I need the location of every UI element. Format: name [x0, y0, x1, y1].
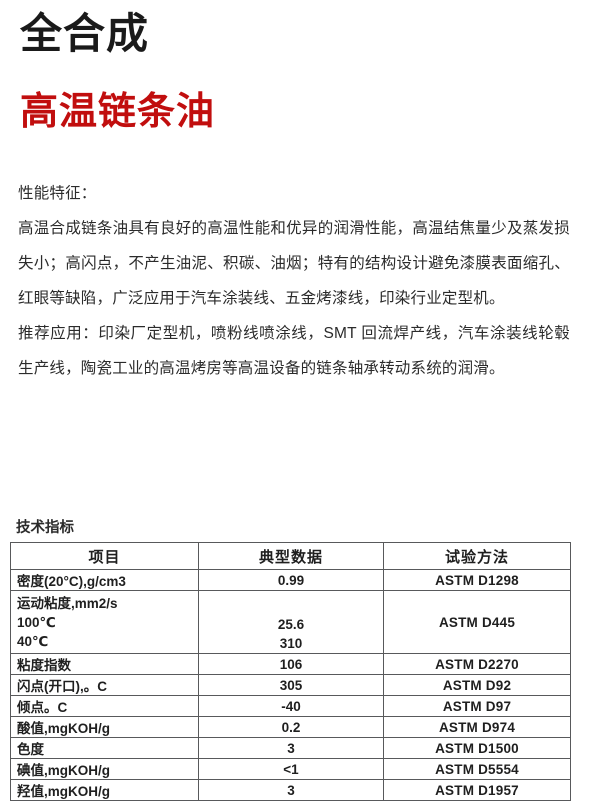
table-row: 碘值,mgKOH/g <1 ASTM D5554 — [10, 758, 571, 780]
table-header-row: 项目 典型数据 试验方法 — [10, 542, 571, 570]
table-row: 密度(20°C),g/cm3 0.99 ASTM D1298 — [10, 569, 571, 591]
cell-item: 酸值,mgKOH/g — [10, 716, 199, 738]
cell-method: ASTM D1500 — [383, 737, 571, 759]
cell-value: <1 — [198, 758, 384, 780]
cell-method: ASTM D1298 — [383, 569, 571, 591]
body-copy: 性能特征： 高温合成链条油具有良好的高温性能和优异的润滑性能，高温结焦量少及蒸发… — [18, 176, 570, 386]
cell-item-line: 运动粘度,mm2/s — [17, 595, 118, 611]
cell-value-line: 25.6 — [277, 617, 305, 632]
features-paragraph: 高温合成链条油具有良好的高温性能和优异的润滑性能，高温结焦量少及蒸发损失小；高闪… — [18, 220, 570, 307]
cell-item-line: 40℃ — [17, 633, 49, 649]
cell-value-line: 310 — [279, 636, 303, 651]
table-row: 闪点(开口),。C 305 ASTM D92 — [10, 674, 571, 696]
table-row: 酸值,mgKOH/g 0.2 ASTM D974 — [10, 716, 571, 738]
table-row: 倾点。C -40 ASTM D97 — [10, 695, 571, 717]
cell-item: 运动粘度,mm2/s 100℃ 40℃ — [10, 590, 199, 654]
cell-item: 碘值,mgKOH/g — [10, 758, 199, 780]
page-title-product: 高温链条油 — [20, 91, 216, 133]
table-row: 粘度指数 106 ASTM D2270 — [10, 653, 571, 675]
page-title-main: 全合成 — [20, 10, 150, 57]
features-heading: 性能特征： — [18, 185, 97, 202]
specs-table: 项目 典型数据 试验方法 密度(20°C),g/cm3 0.99 ASTM D129… — [10, 542, 571, 801]
cell-method: ASTM D2270 — [383, 653, 571, 675]
cell-method: ASTM D92 — [383, 674, 571, 696]
specs-table-wrapper: 项目 典型数据 试验方法 密度(20°C),g/cm3 0.99 ASTM D129… — [10, 542, 571, 801]
table-row: 色度 3 ASTM D1500 — [10, 737, 571, 759]
column-header-item: 项目 — [10, 542, 199, 570]
cell-value: 0.99 — [198, 569, 384, 591]
cell-value: 305 — [198, 674, 384, 696]
column-header-method: 试验方法 — [383, 542, 571, 570]
specs-table-body: 密度(20°C),g/cm3 0.99 ASTM D1298 运动粘度,mm2/s 10… — [10, 569, 571, 801]
cell-item-line: 100℃ — [17, 614, 56, 630]
cell-value: -40 — [198, 695, 384, 717]
cell-method: ASTM D5554 — [383, 758, 571, 780]
cell-item: 密度(20°C),g/cm3 — [10, 569, 199, 591]
table-row: 羟值,mgKOH/g 3 ASTM D1957 — [10, 779, 571, 801]
cell-item: 羟值,mgKOH/g — [10, 779, 199, 801]
column-header-value: 典型数据 — [198, 542, 384, 570]
cell-method: ASTM D974 — [383, 716, 571, 738]
cell-item: 闪点(开口),。C — [10, 674, 199, 696]
cell-item: 色度 — [10, 737, 199, 759]
specs-section-label: 技术指标 — [16, 520, 74, 536]
cell-value: 0.2 — [198, 716, 384, 738]
cell-item: 粘度指数 — [10, 653, 199, 675]
applications-paragraph: 推荐应用：印染厂定型机，喷粉线喷涂线，SMT 回流焊产线，汽车涂装线轮毂生产线，… — [18, 325, 570, 377]
cell-item: 倾点。C — [10, 695, 199, 717]
cell-value: 106 — [198, 653, 384, 675]
cell-value: 3 — [198, 737, 384, 759]
cell-method: ASTM D445 — [383, 590, 571, 654]
cell-value: 3 — [198, 779, 384, 801]
cell-method: ASTM D1957 — [383, 779, 571, 801]
cell-method: ASTM D97 — [383, 695, 571, 717]
